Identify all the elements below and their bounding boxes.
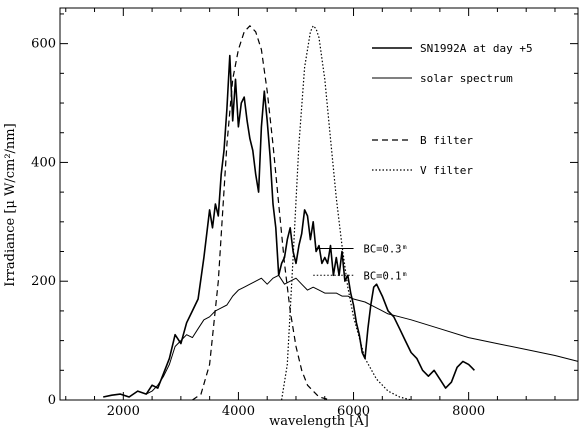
legend-label: B filter	[420, 134, 473, 147]
x-tick-label: 2000	[107, 404, 140, 419]
y-tick-label: 200	[31, 274, 56, 289]
y-axis-label: Irradiance [μ W/cm²/nm]	[3, 123, 18, 286]
y-tick-label: 600	[31, 37, 56, 52]
series-line-1	[146, 274, 579, 395]
series-line-2	[192, 25, 331, 401]
x-tick-label: 4000	[222, 404, 255, 419]
y-tick-label: 400	[31, 155, 56, 170]
x-tick-label: 6000	[337, 404, 370, 419]
x-tick-label: 8000	[452, 404, 485, 419]
legend-label: SN1992A at day +5	[420, 42, 533, 55]
x-axis-label: wavelength [Å]	[269, 413, 369, 429]
legend-label: solar spectrum	[420, 72, 513, 85]
axis-ticks: 2000 4000 6000 8000 0 200 400 600	[31, 8, 578, 419]
legend-label: V filter	[420, 164, 473, 177]
annotation-label: BC=0.1ᵐ	[364, 270, 408, 282]
series-layer	[103, 25, 579, 401]
annotation-layer: BC=0.3ᵐ BC=0.1ᵐ	[313, 244, 408, 282]
plot-frame	[59, 7, 579, 401]
annotation-label: BC=0.3ᵐ	[364, 244, 408, 256]
y-tick-label: 0	[48, 393, 56, 408]
series-line-0	[103, 54, 475, 398]
legend: SN1992A at day +5 solar spectrum B filter V…	[372, 42, 533, 177]
series-line-3	[281, 25, 412, 401]
